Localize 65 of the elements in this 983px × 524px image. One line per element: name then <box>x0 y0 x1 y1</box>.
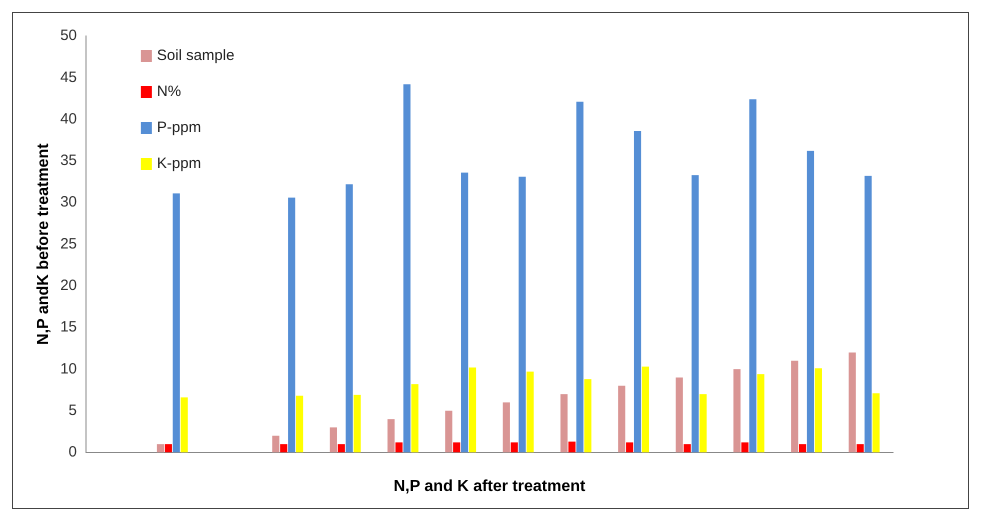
bar <box>172 193 180 452</box>
bar <box>642 366 650 452</box>
bar <box>526 372 534 452</box>
bar <box>346 184 353 452</box>
y-tick-label: 45 <box>60 68 77 86</box>
y-tick-label: 5 <box>68 402 77 419</box>
bar <box>749 99 756 452</box>
y-tick-label: 50 <box>60 27 77 44</box>
bar <box>280 444 288 452</box>
bar <box>338 444 345 452</box>
bar <box>388 419 395 452</box>
bar <box>461 172 468 452</box>
bar <box>164 444 172 452</box>
bar <box>814 368 822 452</box>
y-tick-label: 0 <box>68 444 77 461</box>
bar <box>468 367 476 452</box>
bar <box>156 444 164 452</box>
bar <box>848 352 856 452</box>
bar <box>733 369 741 452</box>
y-tick-label: 10 <box>60 360 77 378</box>
y-tick-label: 35 <box>60 152 77 170</box>
bar <box>798 444 806 452</box>
y-axis-title: N,P andK before treatment <box>35 142 52 345</box>
bar <box>560 394 568 452</box>
legend-label: P-ppm <box>156 119 202 136</box>
bar <box>700 394 707 452</box>
bar <box>872 393 880 452</box>
legend-label: Soil sample <box>156 47 234 64</box>
y-tick-label: 20 <box>60 276 77 294</box>
legend-label: K-ppm <box>156 155 202 172</box>
bar <box>791 360 798 452</box>
bar <box>354 394 361 452</box>
y-tick-label: 25 <box>60 235 77 252</box>
bar <box>288 198 296 452</box>
bar <box>634 130 642 452</box>
bar <box>864 176 872 452</box>
bar <box>445 410 452 452</box>
bar <box>568 442 576 452</box>
legend-label: N% <box>156 83 182 100</box>
bar <box>403 84 410 452</box>
bar <box>584 379 592 452</box>
y-tick-label: 15 <box>60 318 77 336</box>
bar <box>272 436 280 452</box>
bar <box>411 384 418 452</box>
y-tick-label: 40 <box>60 110 77 128</box>
bar <box>180 397 188 452</box>
bar <box>626 442 634 452</box>
bar <box>692 175 699 452</box>
bar <box>806 150 814 452</box>
bar <box>296 396 304 452</box>
y-tick-label: 30 <box>60 194 77 211</box>
bar <box>684 444 691 452</box>
bar <box>576 102 584 452</box>
x-axis-title: N,P and K after treatment <box>394 478 586 495</box>
bar <box>395 442 403 452</box>
bar <box>330 427 337 452</box>
bar <box>502 402 510 452</box>
bar <box>510 442 518 452</box>
bar <box>676 377 683 452</box>
bar <box>518 176 526 452</box>
bar <box>618 386 626 452</box>
bar <box>856 444 864 452</box>
bar <box>741 442 748 452</box>
bar <box>757 374 764 452</box>
bar <box>453 442 460 452</box>
